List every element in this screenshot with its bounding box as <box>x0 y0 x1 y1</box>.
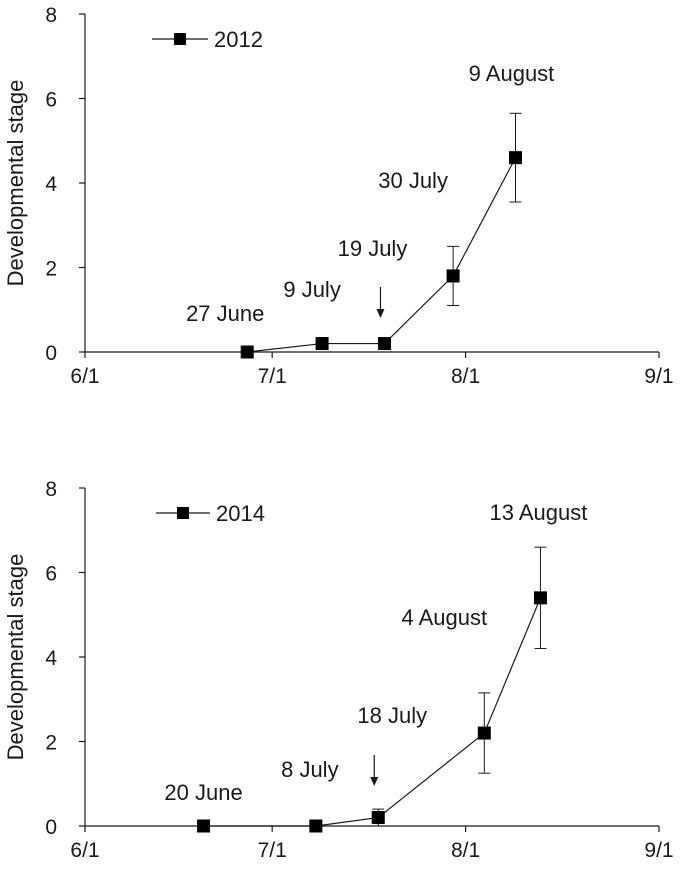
date-annotation: 20 June <box>164 780 242 805</box>
date-annotation: 19 July <box>338 236 408 261</box>
legend-marker <box>177 507 189 519</box>
arrow-icon <box>370 777 379 786</box>
legend-marker <box>174 33 186 45</box>
x-tick-label: 9/1 <box>644 365 673 388</box>
x-tick-label: 8/1 <box>451 839 480 862</box>
y-tick-label: 8 <box>45 4 57 27</box>
data-point <box>240 345 254 359</box>
y-tick-label: 2 <box>45 258 57 281</box>
y-tick-label: 4 <box>45 647 57 670</box>
y-tick-label: 0 <box>45 816 57 839</box>
y-axis-label: Developmental stage <box>3 554 28 761</box>
y-tick-label: 2 <box>45 732 57 755</box>
x-tick-label: 7/1 <box>258 365 287 388</box>
y-tick-label: 6 <box>45 563 57 586</box>
data-point <box>197 819 211 833</box>
date-annotation: 13 August <box>490 500 588 525</box>
date-annotation: 9 August <box>469 61 555 86</box>
data-point <box>533 591 547 605</box>
legend: 2012 <box>152 27 263 52</box>
x-tick-label: 9/1 <box>644 839 673 862</box>
x-tick-label: 6/1 <box>70 365 99 388</box>
legend: 2014 <box>156 501 265 526</box>
y-axis-label: Developmental stage <box>3 80 28 287</box>
y-tick-label: 0 <box>45 342 57 365</box>
y-tick-label: 4 <box>45 173 57 196</box>
data-point <box>315 337 329 351</box>
arrow-icon <box>376 309 385 318</box>
data-point <box>371 811 385 825</box>
data-point <box>509 151 522 165</box>
data-point <box>477 726 491 740</box>
chart-panel-2: 0 2 4 6 8 6/1 7/1 8/1 9/1 Developmental stage 20 J… <box>3 478 674 862</box>
x-tick-label: 8/1 <box>451 365 480 388</box>
legend-label: 2012 <box>214 27 263 52</box>
x-tick-label: 6/1 <box>70 839 99 862</box>
data-point <box>446 269 460 283</box>
chart-panel-1: 0 2 4 6 8 6/1 7/1 8/1 9/1 Developmental stage 27 J… <box>3 4 674 388</box>
date-annotation: 4 August <box>401 605 487 630</box>
legend-label: 2014 <box>216 501 265 526</box>
date-annotation: 9 July <box>283 277 340 302</box>
data-point <box>377 337 391 351</box>
y-tick-label: 8 <box>45 478 57 501</box>
data-point <box>309 819 323 833</box>
y-tick-label: 6 <box>45 89 57 112</box>
date-annotation: 27 June <box>186 301 264 326</box>
date-annotation: 30 July <box>378 168 448 193</box>
x-tick-label: 7/1 <box>258 839 287 862</box>
date-annotation: 18 July <box>357 703 427 728</box>
date-annotation: 8 July <box>281 757 338 782</box>
